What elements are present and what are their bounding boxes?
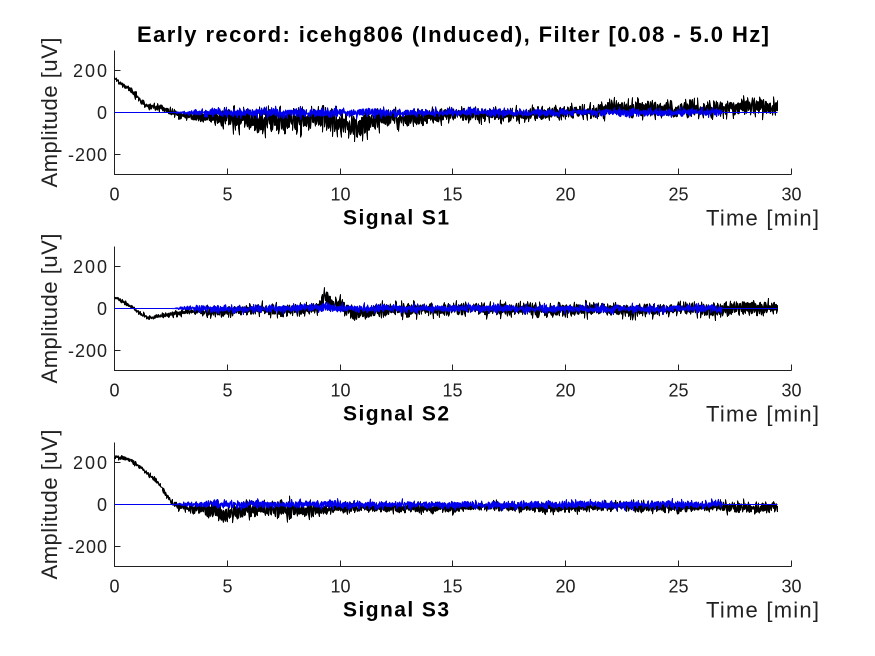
svg-text:Amplitude [uV]: Amplitude [uV] — [37, 38, 62, 188]
svg-text:Signal S1: Signal S1 — [343, 207, 449, 230]
svg-text:0: 0 — [97, 495, 107, 515]
svg-text:10: 10 — [330, 185, 350, 205]
svg-text:15: 15 — [442, 381, 462, 401]
svg-text:0: 0 — [109, 577, 119, 597]
svg-text:5: 5 — [222, 185, 232, 205]
svg-text:Signal S3: Signal S3 — [343, 599, 449, 622]
svg-text:30: 30 — [781, 185, 801, 205]
svg-text:-200: -200 — [68, 145, 107, 165]
svg-text:Time [min]: Time [min] — [706, 206, 819, 231]
svg-text:Amplitude [uV]: Amplitude [uV] — [37, 234, 62, 384]
svg-text:30: 30 — [781, 381, 801, 401]
svg-text:-200: -200 — [68, 537, 107, 557]
svg-text:0: 0 — [109, 185, 119, 205]
svg-text:15: 15 — [442, 577, 462, 597]
svg-text:25: 25 — [668, 185, 688, 205]
svg-text:200: 200 — [73, 453, 107, 473]
svg-text:20: 20 — [555, 577, 575, 597]
svg-text:30: 30 — [781, 577, 801, 597]
svg-text:Early record: icehg806 (Induce: Early record: icehg806 (Induced), Filter… — [137, 22, 769, 47]
svg-text:0: 0 — [97, 299, 107, 319]
svg-text:20: 20 — [555, 185, 575, 205]
svg-text:20: 20 — [555, 381, 575, 401]
svg-text:10: 10 — [330, 381, 350, 401]
svg-text:0: 0 — [109, 381, 119, 401]
svg-text:Signal S2: Signal S2 — [343, 403, 449, 426]
svg-text:5: 5 — [222, 577, 232, 597]
svg-text:200: 200 — [73, 257, 107, 277]
svg-text:-200: -200 — [68, 341, 107, 361]
svg-text:10: 10 — [330, 577, 350, 597]
svg-text:Time [min]: Time [min] — [706, 598, 819, 623]
svg-text:5: 5 — [222, 381, 232, 401]
svg-text:Amplitude [uV]: Amplitude [uV] — [37, 430, 62, 580]
svg-text:0: 0 — [97, 103, 107, 123]
svg-text:25: 25 — [668, 577, 688, 597]
svg-text:15: 15 — [442, 185, 462, 205]
svg-text:200: 200 — [73, 61, 107, 81]
svg-text:25: 25 — [668, 381, 688, 401]
svg-text:Time [min]: Time [min] — [706, 402, 819, 427]
